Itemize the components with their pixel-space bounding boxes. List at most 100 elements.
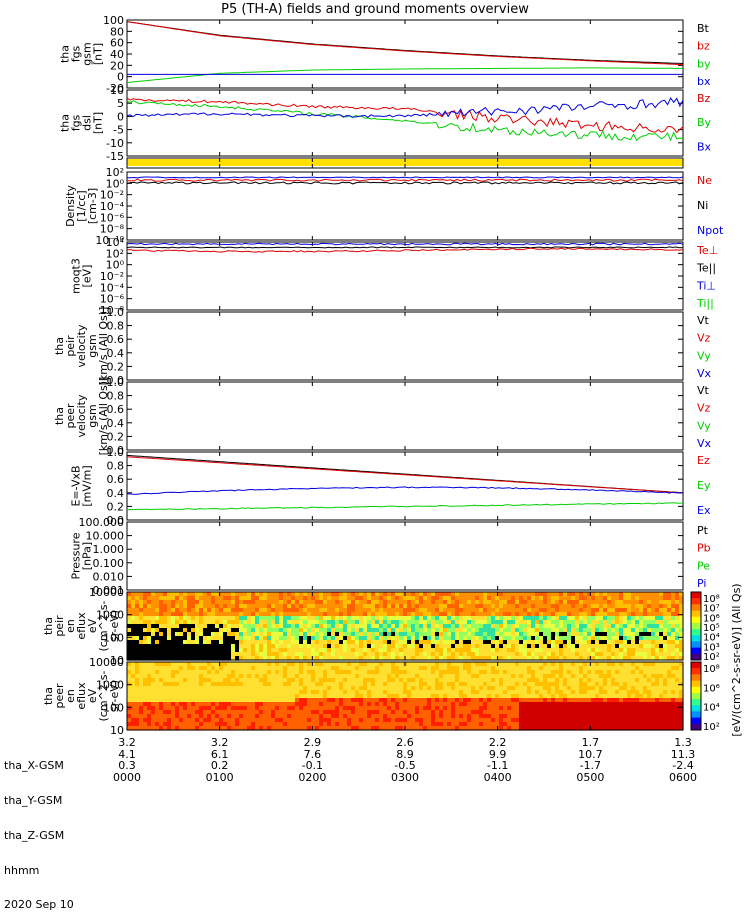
- heatmap-cell: [587, 616, 592, 621]
- heatmap-cell: [583, 620, 588, 625]
- heatmap-cell: [491, 706, 496, 711]
- heatmap-cell: [127, 592, 132, 597]
- heatmap-cell: [131, 686, 136, 691]
- heatmap-cell: [159, 690, 164, 695]
- heatmap-cell: [659, 596, 664, 601]
- heatmap-cell: [179, 648, 184, 653]
- heatmap-cell: [339, 686, 344, 691]
- heatmap-cell: [287, 686, 292, 691]
- heatmap-cell: [543, 678, 548, 683]
- heatmap-cell: [255, 608, 260, 613]
- heatmap-cell: [419, 596, 424, 601]
- heatmap-cell: [579, 670, 584, 675]
- heatmap-cell: [667, 604, 672, 609]
- heatmap-cell: [275, 670, 280, 675]
- heatmap-cell: [239, 662, 244, 667]
- heatmap-cell: [579, 666, 584, 671]
- heatmap-cell: [459, 702, 464, 707]
- heatmap-cell: [487, 710, 492, 715]
- heatmap-cell: [147, 694, 152, 699]
- heatmap-cell: [399, 616, 404, 621]
- heatmap-cell: [179, 666, 184, 671]
- heatmap-cell: [543, 636, 548, 641]
- heatmap-cell: [579, 636, 584, 641]
- heatmap-cell: [567, 662, 572, 667]
- heatmap-cell: [419, 666, 424, 671]
- heatmap-cell: [299, 640, 304, 645]
- heatmap-cell: [471, 600, 476, 605]
- heatmap-cell: [663, 640, 668, 645]
- heatmap-cell: [467, 652, 472, 657]
- heatmap-cell: [591, 608, 596, 613]
- heatmap-cell: [367, 690, 372, 695]
- heatmap-cell: [519, 600, 524, 605]
- heatmap-cell: [527, 592, 532, 597]
- heatmap-cell: [403, 644, 408, 649]
- heatmap-cell: [299, 632, 304, 637]
- heatmap-cell: [387, 674, 392, 679]
- heatmap-cell: [187, 666, 192, 671]
- heatmap-cell: [583, 640, 588, 645]
- heatmap-cell: [531, 690, 536, 695]
- heatmap-cell: [179, 702, 184, 707]
- heatmap-cell: [339, 648, 344, 653]
- heatmap-cell: [215, 628, 220, 633]
- heatmap-cell: [335, 714, 340, 719]
- heatmap-cell: [671, 620, 676, 625]
- heatmap-cell: [531, 624, 536, 629]
- heatmap-cell: [279, 670, 284, 675]
- heatmap-cell: [631, 596, 636, 601]
- heatmap-cell: [503, 706, 508, 711]
- heatmap-cell: [459, 592, 464, 597]
- heatmap-cell: [295, 592, 300, 597]
- heatmap-cell: [375, 686, 380, 691]
- heatmap-cell: [215, 706, 220, 711]
- heatmap-cell: [179, 662, 184, 667]
- heatmap-cell: [263, 678, 268, 683]
- heatmap-cell: [147, 652, 152, 657]
- heatmap-cell: [515, 596, 520, 601]
- heatmap-cell: [191, 706, 196, 711]
- heatmap-cell: [671, 640, 676, 645]
- heatmap-cell: [495, 690, 500, 695]
- heatmap-cell: [127, 674, 132, 679]
- heatmap-cell: [327, 608, 332, 613]
- heatmap-cell: [635, 632, 640, 637]
- heatmap-cell: [135, 636, 140, 641]
- heatmap-cell: [155, 722, 160, 727]
- heatmap-cell: [603, 706, 608, 711]
- heatmap-cell: [371, 686, 376, 691]
- heatmap-cell: [635, 686, 640, 691]
- heatmap-cell: [247, 652, 252, 657]
- heatmap-cell: [295, 698, 300, 703]
- heatmap-cell: [471, 686, 476, 691]
- heatmap-cell: [663, 674, 668, 679]
- heatmap-cell: [147, 662, 152, 667]
- heatmap-cell: [279, 644, 284, 649]
- heatmap-cell: [243, 600, 248, 605]
- heatmap-cell: [171, 632, 176, 637]
- heatmap-cell: [647, 608, 652, 613]
- heatmap-cell: [619, 620, 624, 625]
- heatmap-cell: [283, 596, 288, 601]
- heatmap-cell: [411, 608, 416, 613]
- heatmap-cell: [403, 686, 408, 691]
- heatmap-cell: [251, 662, 256, 667]
- heatmap-cell: [235, 710, 240, 715]
- heatmap-cell: [523, 604, 528, 609]
- heatmap-cell: [291, 608, 296, 613]
- heatmap-cell: [387, 616, 392, 621]
- heatmap-cell: [547, 612, 552, 617]
- heatmap-cell: [515, 648, 520, 653]
- heatmap-cell: [371, 620, 376, 625]
- heatmap-cell: [179, 608, 184, 613]
- heatmap-cell: [227, 694, 232, 699]
- heatmap-cell: [171, 682, 176, 687]
- heatmap-cell: [659, 666, 664, 671]
- heatmap-cell: [655, 702, 660, 707]
- heatmap-cell: [359, 662, 364, 667]
- heatmap-cell: [427, 620, 432, 625]
- heatmap-cell: [467, 678, 472, 683]
- heatmap-cell: [567, 608, 572, 613]
- heatmap-cell: [335, 640, 340, 645]
